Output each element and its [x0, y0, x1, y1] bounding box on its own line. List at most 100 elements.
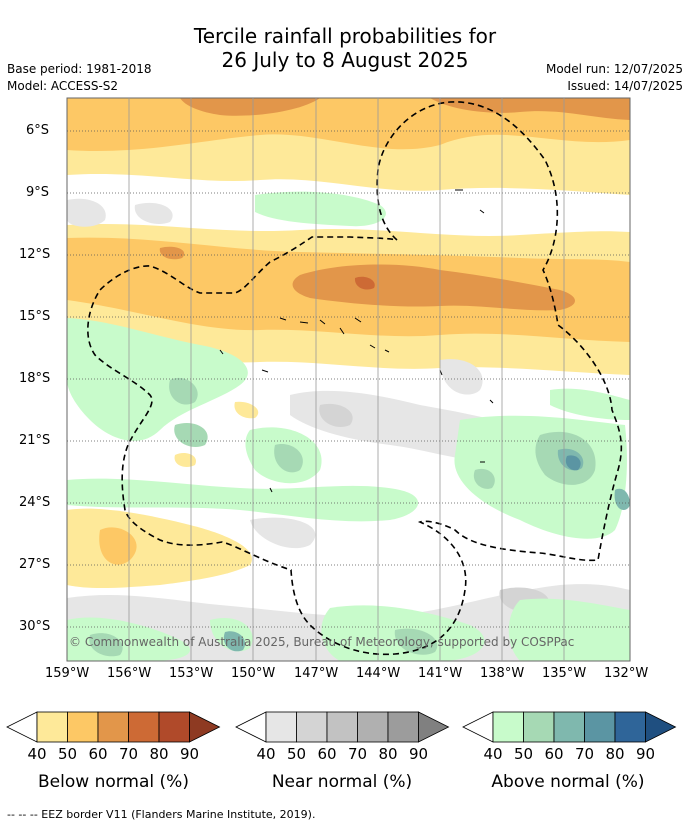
colorbar-label: 70	[347, 745, 368, 763]
colorbar-high-triangle	[189, 711, 221, 743]
near-normal-area	[67, 198, 106, 227]
lon-label: 144°W	[356, 666, 401, 681]
colorbar-segment	[326, 711, 358, 743]
colorbar-segment	[67, 711, 99, 743]
near-normal-area	[440, 359, 483, 395]
lat-label: 15°S	[19, 309, 51, 324]
below-normal-area	[354, 276, 375, 290]
colorbar-label: 50	[513, 745, 534, 763]
above-normal-area	[89, 633, 123, 657]
colorbar-segment	[614, 711, 646, 743]
colorbar-label: 90	[179, 745, 200, 763]
lon-label: 141°W	[418, 666, 463, 681]
probability-map	[66, 97, 631, 662]
above-normal-area	[67, 318, 248, 441]
colorbar-segment	[36, 711, 68, 743]
near-normal-area	[250, 517, 316, 549]
near-normal-area	[134, 202, 173, 225]
above-normal-colorbar	[462, 711, 677, 743]
lon-label: 135°W	[542, 666, 587, 681]
colorbar-label: 40	[256, 745, 276, 763]
colorbar-high-triangle	[418, 711, 450, 743]
above-normal-area	[394, 628, 438, 655]
above-normal-area	[565, 455, 581, 471]
above-normal-area	[614, 488, 630, 510]
lon-label: 156°W	[107, 666, 152, 681]
below-normal-area	[234, 401, 259, 419]
colorbar-segment	[492, 711, 524, 743]
copyright-notice: © Commonwealth of Australia 2025, Bureau…	[69, 635, 575, 649]
near-normal-area	[319, 403, 353, 428]
below-normal-area	[99, 527, 137, 565]
lon-label: 150°W	[231, 666, 276, 681]
model-name: Model: ACCESS-S2	[7, 79, 119, 93]
above-normal-area	[169, 377, 198, 405]
lat-label: 21°S	[19, 433, 51, 448]
lat-label: 18°S	[19, 371, 51, 386]
lon-label: 132°W	[604, 666, 649, 681]
lon-label: 159°W	[45, 666, 90, 681]
colorbar-low-triangle	[235, 711, 267, 743]
above-normal-area	[255, 191, 386, 227]
colorbar-label: 40	[483, 745, 503, 763]
above-normal-area	[67, 478, 419, 522]
colorbar-segment	[265, 711, 297, 743]
above-normal-area	[223, 631, 246, 652]
colorbar-high-triangle	[645, 711, 677, 743]
colorbar-label: 80	[605, 745, 625, 763]
colorbar-segment	[553, 711, 585, 743]
above-normal-area	[473, 468, 495, 489]
colorbar-segment	[523, 711, 555, 743]
base-period: Base period: 1981-2018	[7, 62, 152, 76]
lat-label: 6°S	[26, 123, 50, 138]
colorbar-segment	[584, 711, 616, 743]
colorbar-label: 40	[27, 745, 47, 763]
colorbar-segment	[158, 711, 190, 743]
island-outlines	[219, 189, 494, 493]
colorbar-label: 80	[378, 745, 398, 763]
map-title-line1: Tercile rainfall probabilities for	[193, 24, 497, 48]
eez-border-note: -- -- -- EEZ border V11 (Flanders Marine…	[7, 808, 316, 821]
above-normal-area	[274, 444, 303, 473]
map-title-line2: 26 July to 8 August 2025	[221, 48, 469, 72]
lat-label: 9°S	[26, 185, 50, 200]
lon-label: 153°W	[169, 666, 214, 681]
colorbar-label: 80	[149, 745, 169, 763]
colorbar-label: 90	[408, 745, 429, 763]
below-normal-legend-title: Below normal (%)	[38, 772, 189, 792]
lat-label: 30°S	[19, 619, 51, 634]
model-run: Model run: 12/07/2025	[545, 62, 683, 76]
colorbar-label: 60	[88, 745, 108, 763]
colorbar-label: 90	[635, 745, 656, 763]
colorbar-label: 60	[317, 745, 337, 763]
lat-label: 27°S	[19, 557, 51, 572]
colorbar-segment	[97, 711, 129, 743]
colorbar-segment	[387, 711, 419, 743]
colorbar-label: 50	[286, 745, 307, 763]
below-normal-area	[159, 246, 185, 260]
colorbar-segment	[128, 711, 160, 743]
below-normal-area	[180, 98, 320, 116]
colorbar-label: 50	[57, 745, 78, 763]
lat-label: 12°S	[19, 247, 51, 262]
below-normal-colorbar	[6, 711, 221, 743]
near-normal-colorbar	[235, 711, 450, 743]
legend-colorbars	[6, 711, 677, 743]
colorbar-label: 70	[574, 745, 595, 763]
issued-date: Issued: 14/07/2025	[567, 79, 683, 93]
colorbar-label: 60	[544, 745, 564, 763]
colorbar-segment	[357, 711, 389, 743]
below-normal-area	[430, 98, 630, 120]
above-normal-area	[508, 598, 630, 661]
above-normal-area	[550, 388, 630, 420]
near-normal-legend-title: Near normal (%)	[271, 772, 413, 792]
lon-label: 147°W	[294, 666, 339, 681]
colorbar-low-triangle	[462, 711, 494, 743]
eez-border	[87, 101, 623, 656]
map-frame	[66, 97, 631, 662]
colorbar-segment	[296, 711, 328, 743]
map-fill-layer	[67, 98, 630, 661]
colorbar-low-triangle	[6, 711, 38, 743]
below-normal-area	[292, 264, 575, 311]
lat-label: 24°S	[19, 495, 51, 510]
